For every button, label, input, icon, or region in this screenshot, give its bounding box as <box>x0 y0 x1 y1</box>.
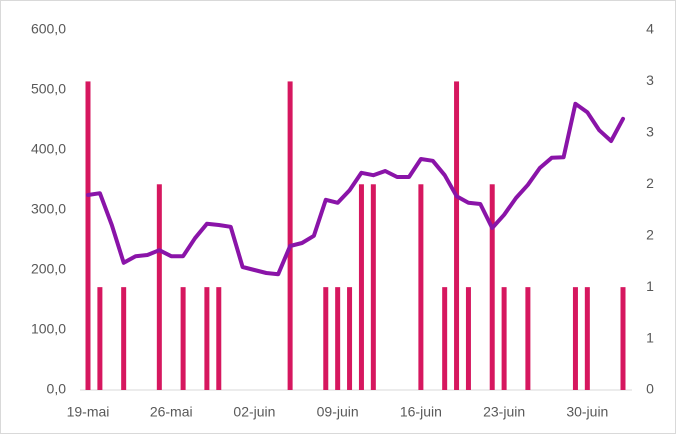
x-tick-label: 09-juin <box>317 404 359 420</box>
y-tick-label: 100,0 <box>31 321 66 337</box>
bar <box>465 287 471 390</box>
bar <box>501 287 507 390</box>
y-tick-label: 0,0 <box>47 381 67 397</box>
y2-tick-label: 2 <box>646 226 654 242</box>
bar <box>525 287 531 390</box>
bar <box>347 287 353 390</box>
x-tick-label: 23-juin <box>483 404 525 420</box>
bar <box>216 287 222 390</box>
y2-tick-label: 3 <box>646 72 654 88</box>
bar <box>620 287 626 390</box>
y2-tick-label: 0 <box>646 381 654 397</box>
bar <box>323 287 329 390</box>
y-tick-label: 200,0 <box>31 261 66 277</box>
bar <box>180 287 186 390</box>
x-tick-label: 02-juin <box>233 404 275 420</box>
x-tick-label: 19-mai <box>67 404 110 420</box>
y-tick-label: 500,0 <box>31 81 66 97</box>
bar <box>418 184 424 390</box>
bar <box>584 287 590 390</box>
y2-tick-label: 1 <box>646 329 654 345</box>
bar <box>572 287 578 390</box>
bar <box>204 287 210 390</box>
bar <box>442 287 448 390</box>
bar <box>335 287 341 390</box>
bar <box>287 81 293 390</box>
x-tick-label: 30-juin <box>566 404 608 420</box>
y-tick-label: 600,0 <box>31 21 66 37</box>
bar <box>121 287 127 390</box>
y2-tick-label: 4 <box>646 21 654 37</box>
bar <box>85 81 91 390</box>
x-tick-label: 26-mai <box>150 404 193 420</box>
line <box>86 101 625 277</box>
y-tick-label: 300,0 <box>31 201 66 217</box>
y2-tick-label: 3 <box>646 124 654 140</box>
y2-tick-label: 1 <box>646 278 654 294</box>
bar <box>489 184 495 390</box>
y2-tick-label: 2 <box>646 175 654 191</box>
y-tick-label: 400,0 <box>31 141 66 157</box>
x-tick-label: 16-juin <box>400 404 442 420</box>
bar <box>358 184 364 390</box>
bar <box>156 184 162 390</box>
bar <box>454 81 460 390</box>
bar <box>97 287 103 390</box>
bar <box>370 184 376 390</box>
